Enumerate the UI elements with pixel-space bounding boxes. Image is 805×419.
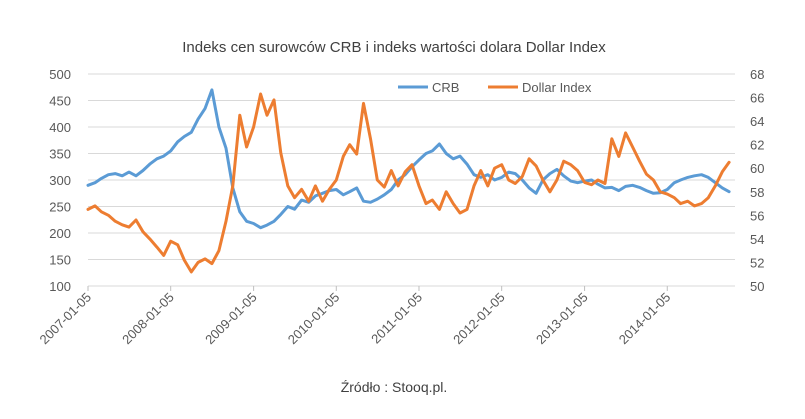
legend-label: Dollar Index <box>522 80 592 95</box>
left-tick-label: 300 <box>49 173 71 188</box>
left-tick-label: 150 <box>49 253 71 268</box>
x-tick-label: 2010-01-05 <box>285 290 343 348</box>
left-tick-label: 100 <box>49 279 71 294</box>
right-tick-label: 68 <box>750 67 764 82</box>
chart-title: Indeks cen surowców CRB i indeks wartośc… <box>182 39 606 56</box>
x-tick-label: 2007-01-05 <box>36 290 94 348</box>
right-tick-label: 56 <box>750 208 764 223</box>
right-tick-label: 54 <box>750 232 764 247</box>
left-tick-label: 350 <box>49 147 71 162</box>
x-tick-label: 2014-01-05 <box>616 290 674 348</box>
right-tick-label: 64 <box>750 114 764 129</box>
right-tick-label: 50 <box>750 279 764 294</box>
right-tick-label: 66 <box>750 91 764 106</box>
x-tick-label: 2009-01-05 <box>202 290 260 348</box>
left-axis-ticks: 100 150 200 250 300 350 400 450 500 <box>49 67 71 294</box>
right-axis-ticks: 50 52 54 56 58 60 62 64 66 68 <box>750 67 764 294</box>
left-tick-label: 450 <box>49 94 71 109</box>
x-tick-label: 2013-01-05 <box>533 290 591 348</box>
series-line-dollar-index <box>86 92 731 274</box>
source-note: Źródło : Stooq.pl. <box>341 379 448 395</box>
left-tick-label: 200 <box>49 226 71 241</box>
x-tick-label: 2011-01-05 <box>368 290 425 347</box>
legend-label: CRB <box>432 80 459 95</box>
x-tick-label: 2008-01-05 <box>119 290 177 348</box>
right-tick-label: 62 <box>750 138 764 153</box>
legend: CRB Dollar Index <box>398 80 592 95</box>
x-axis-ticks: 2007-01-05 2008-01-05 2009-01-05 2010-01-05… <box>36 286 673 347</box>
series-lines <box>86 88 731 274</box>
left-tick-label: 250 <box>49 200 71 215</box>
left-tick-label: 400 <box>49 120 71 135</box>
right-tick-label: 58 <box>750 185 764 200</box>
gridlines <box>88 73 735 260</box>
left-tick-label: 500 <box>49 67 71 82</box>
right-tick-label: 52 <box>750 255 764 270</box>
series-line-crb <box>86 88 731 230</box>
right-tick-label: 60 <box>750 161 764 176</box>
x-tick-label: 2012-01-05 <box>450 290 508 348</box>
